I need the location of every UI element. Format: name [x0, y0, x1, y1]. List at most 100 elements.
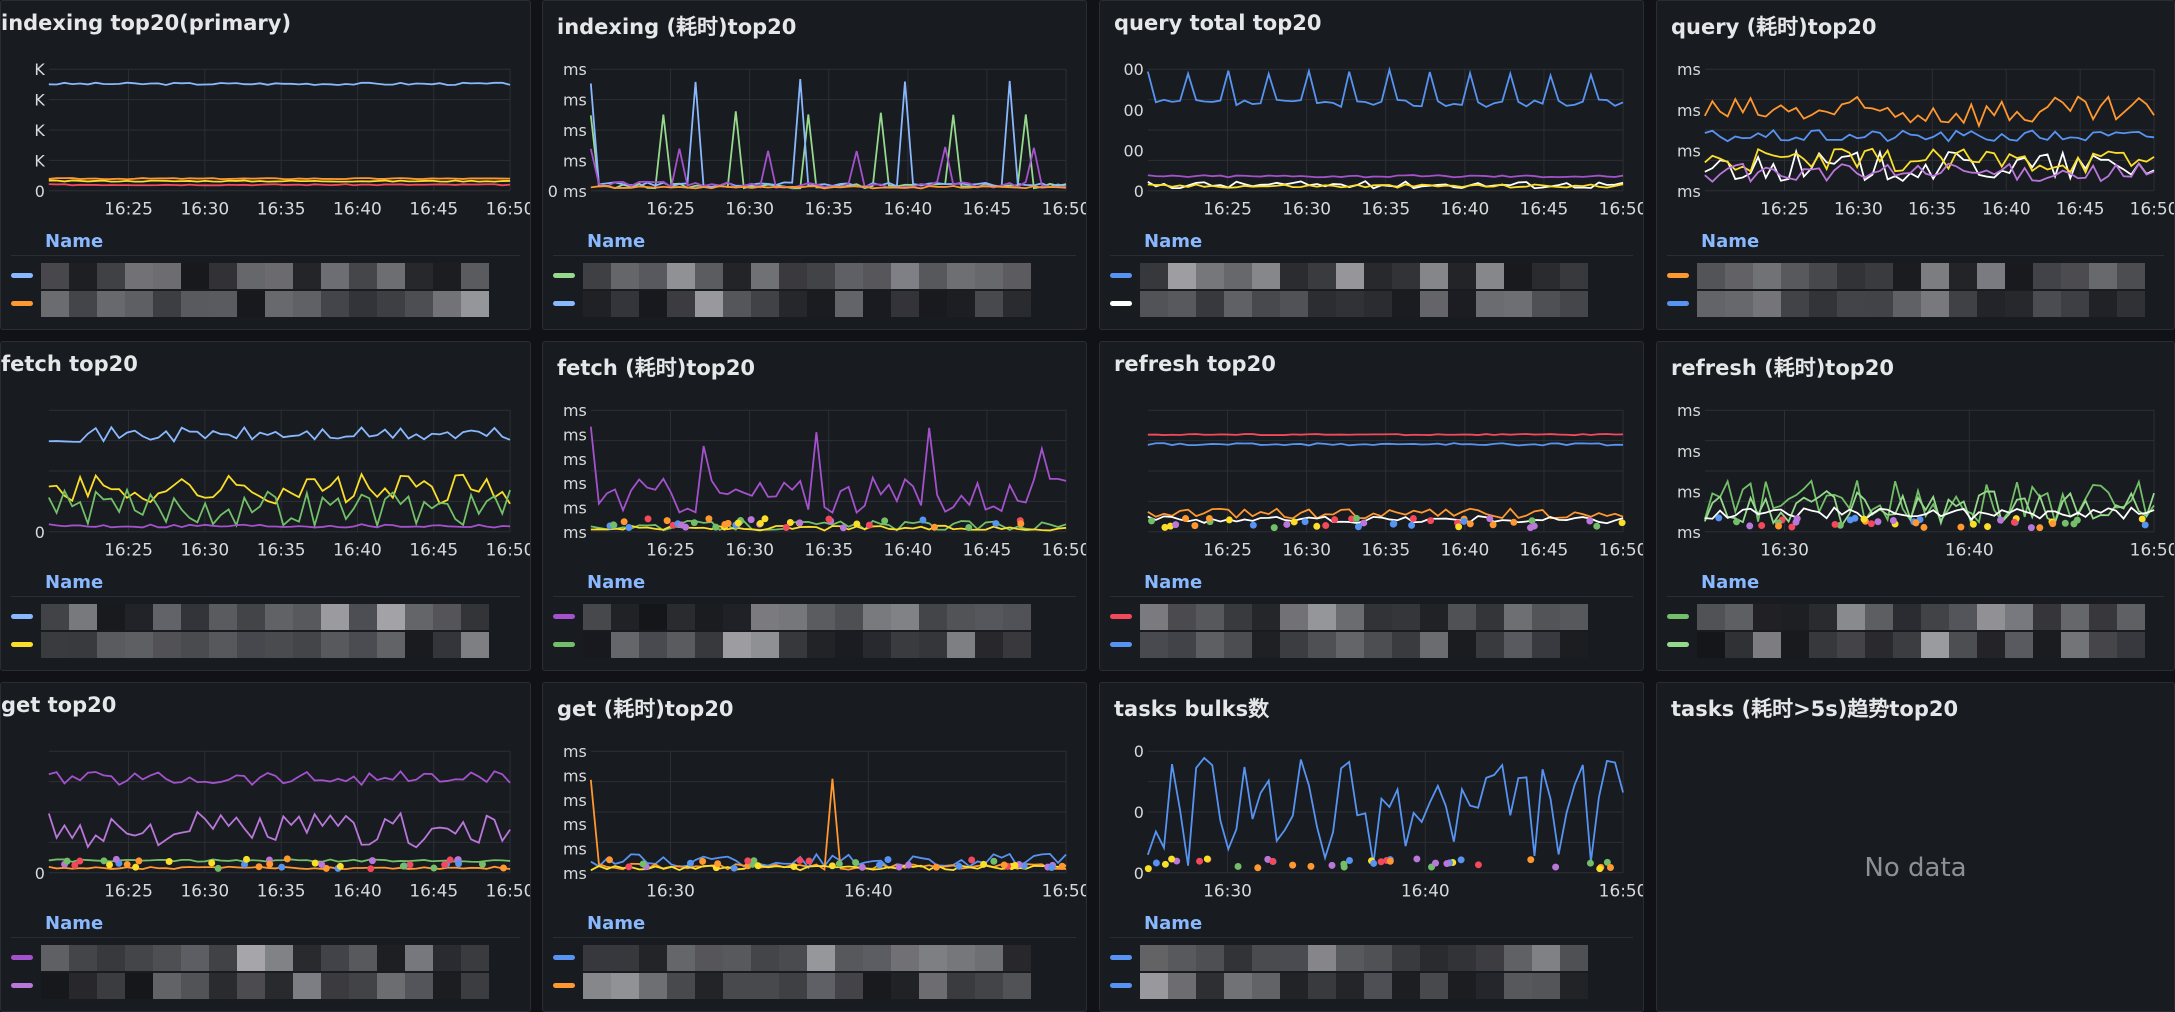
- legend-item-redacted[interactable]: [1448, 291, 1476, 317]
- legend-item-redacted[interactable]: [41, 291, 69, 317]
- legend-item-redacted[interactable]: [835, 263, 863, 289]
- legend-item-redacted[interactable]: [1837, 632, 1865, 658]
- legend-item-redacted[interactable]: [461, 263, 489, 289]
- legend-item-redacted[interactable]: [1560, 291, 1588, 317]
- legend-item-redacted[interactable]: [1196, 945, 1224, 971]
- legend-item-redacted[interactable]: [1364, 291, 1392, 317]
- legend-color-swatch[interactable]: [1667, 273, 1689, 278]
- legend-item-redacted[interactable]: [891, 632, 919, 658]
- legend-item-redacted[interactable]: [919, 604, 947, 630]
- legend-item-redacted[interactable]: [667, 973, 695, 999]
- legend-item-redacted[interactable]: [209, 945, 237, 971]
- legend-item-redacted[interactable]: [405, 945, 433, 971]
- legend-item-redacted[interactable]: [1977, 604, 2005, 630]
- legend-item-redacted[interactable]: [181, 973, 209, 999]
- panel-title[interactable]: refresh (耗时)top20: [1671, 356, 1895, 380]
- legend-name-header[interactable]: Name: [45, 913, 104, 934]
- legend-item-redacted[interactable]: [583, 604, 611, 630]
- legend-item-redacted[interactable]: [293, 973, 321, 999]
- legend-item-redacted[interactable]: [433, 973, 461, 999]
- legend-item-redacted[interactable]: [181, 291, 209, 317]
- legend-color-swatch[interactable]: [11, 614, 33, 619]
- legend-item-redacted[interactable]: [583, 973, 611, 999]
- legend-item-redacted[interactable]: [863, 973, 891, 999]
- legend-item-redacted[interactable]: [611, 291, 639, 317]
- legend-item-redacted[interactable]: [975, 973, 1003, 999]
- legend-item-redacted[interactable]: [947, 291, 975, 317]
- legend-item-redacted[interactable]: [1280, 973, 1308, 999]
- legend-item-redacted[interactable]: [1252, 632, 1280, 658]
- panel-2[interactable]: indexing (耗时)top20 16:25 16:30 16:35 16:40 16…: [542, 0, 1087, 330]
- legend-item-redacted[interactable]: [1725, 291, 1753, 317]
- legend-item-redacted[interactable]: [863, 263, 891, 289]
- legend-name-header[interactable]: Name: [587, 231, 646, 252]
- legend-item-redacted[interactable]: [69, 291, 97, 317]
- legend-item-redacted[interactable]: [41, 263, 69, 289]
- panel-title[interactable]: query total top20: [1114, 11, 1322, 35]
- panel-4[interactable]: query (耗时)top20 16:25 16:30 16:35 16:40 16:45…: [1656, 0, 2175, 330]
- legend-item-redacted[interactable]: [321, 291, 349, 317]
- legend-item-redacted[interactable]: [237, 632, 265, 658]
- legend-item-redacted[interactable]: [751, 973, 779, 999]
- legend-item-redacted[interactable]: [751, 263, 779, 289]
- legend-item-redacted[interactable]: [919, 973, 947, 999]
- legend-item-redacted[interactable]: [975, 263, 1003, 289]
- legend-item-redacted[interactable]: [1003, 973, 1031, 999]
- legend-item-redacted[interactable]: [1420, 632, 1448, 658]
- legend-item-redacted[interactable]: [1336, 632, 1364, 658]
- legend-item-redacted[interactable]: [1003, 263, 1031, 289]
- legend-item-redacted[interactable]: [2061, 263, 2089, 289]
- legend-item-redacted[interactable]: [1168, 604, 1196, 630]
- legend-item-redacted[interactable]: [1003, 632, 1031, 658]
- legend-item-redacted[interactable]: [237, 263, 265, 289]
- legend-item-redacted[interactable]: [779, 263, 807, 289]
- legend-item-redacted[interactable]: [1196, 291, 1224, 317]
- legend-item-redacted[interactable]: [695, 291, 723, 317]
- legend-item-redacted[interactable]: [751, 604, 779, 630]
- legend-item-redacted[interactable]: [695, 632, 723, 658]
- legend-item-redacted[interactable]: [1837, 263, 1865, 289]
- legend-color-swatch[interactable]: [1667, 614, 1689, 619]
- legend-item-redacted[interactable]: [639, 263, 667, 289]
- legend-item-redacted[interactable]: [723, 604, 751, 630]
- legend-item-redacted[interactable]: [611, 604, 639, 630]
- legend-item-redacted[interactable]: [209, 263, 237, 289]
- legend-color-swatch[interactable]: [1667, 642, 1689, 647]
- legend-item-redacted[interactable]: [919, 945, 947, 971]
- legend-item-redacted[interactable]: [125, 632, 153, 658]
- legend-name-header[interactable]: Name: [1144, 231, 1203, 252]
- legend-item-redacted[interactable]: [1865, 632, 1893, 658]
- legend-item-redacted[interactable]: [611, 973, 639, 999]
- legend-color-swatch[interactable]: [553, 955, 575, 960]
- time-series-chart[interactable]: 16:25 16:30 16:35 16:40 16:45 16:50: [1100, 390, 1643, 570]
- legend-item-redacted[interactable]: [583, 263, 611, 289]
- legend-item-redacted[interactable]: [2033, 263, 2061, 289]
- legend-item-redacted[interactable]: [1560, 632, 1588, 658]
- legend-item-redacted[interactable]: [181, 945, 209, 971]
- legend-item-redacted[interactable]: [1448, 263, 1476, 289]
- legend-name-header[interactable]: Name: [587, 913, 646, 934]
- legend-item-redacted[interactable]: [947, 632, 975, 658]
- legend-item-redacted[interactable]: [779, 632, 807, 658]
- panel-6[interactable]: fetch (耗时)top20 16:25 16:30 16:35 16:40 16:45…: [542, 341, 1087, 671]
- legend-item-redacted[interactable]: [919, 263, 947, 289]
- legend-item-redacted[interactable]: [1252, 973, 1280, 999]
- legend-item-redacted[interactable]: [1504, 945, 1532, 971]
- legend-item-redacted[interactable]: [377, 263, 405, 289]
- legend-item-redacted[interactable]: [1921, 604, 1949, 630]
- legend-item-redacted[interactable]: [667, 263, 695, 289]
- legend-item-redacted[interactable]: [1280, 604, 1308, 630]
- legend-item-redacted[interactable]: [1560, 973, 1588, 999]
- legend-item-redacted[interactable]: [97, 973, 125, 999]
- legend-item-redacted[interactable]: [153, 604, 181, 630]
- legend-item-redacted[interactable]: [1837, 291, 1865, 317]
- legend-item-redacted[interactable]: [69, 632, 97, 658]
- legend-item-redacted[interactable]: [1336, 291, 1364, 317]
- legend-item-redacted[interactable]: [1560, 604, 1588, 630]
- legend-item-redacted[interactable]: [1196, 632, 1224, 658]
- legend-item-redacted[interactable]: [377, 973, 405, 999]
- legend-item-redacted[interactable]: [321, 632, 349, 658]
- legend-item-redacted[interactable]: [751, 291, 779, 317]
- legend-item-redacted[interactable]: [265, 263, 293, 289]
